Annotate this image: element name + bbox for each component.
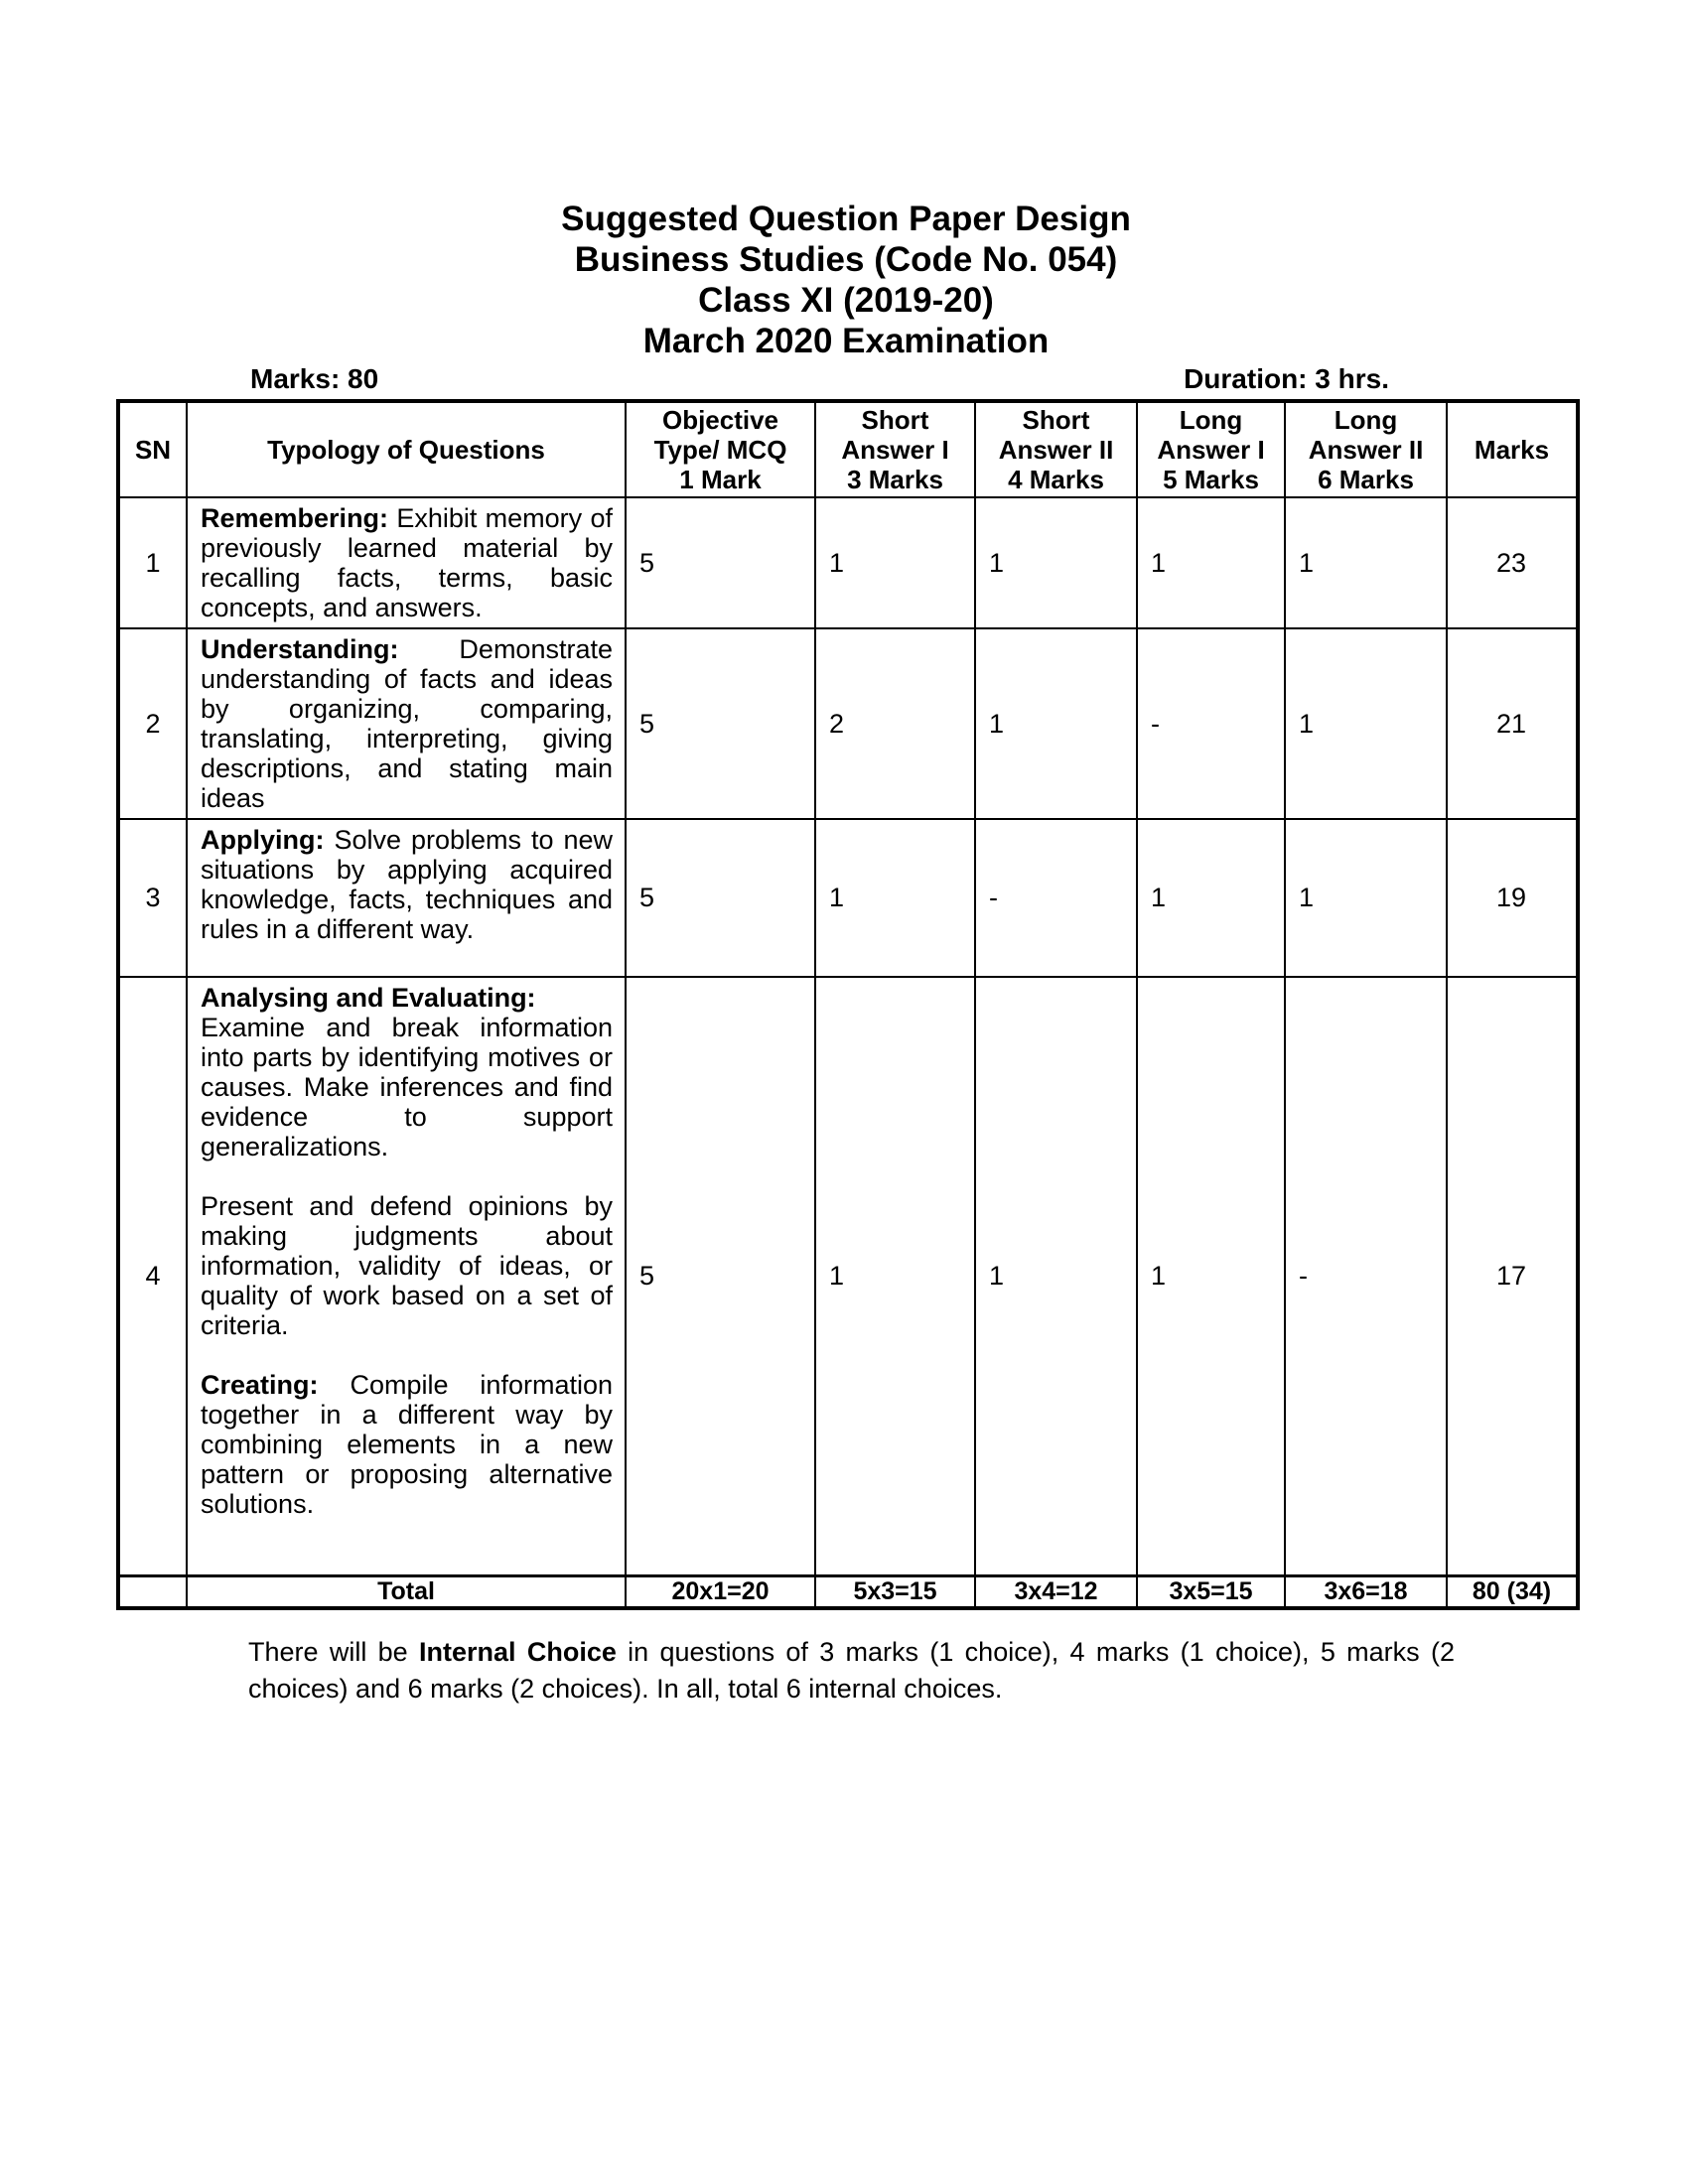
- header-long-answer-1: Long Answer I 5 Marks: [1136, 400, 1286, 498]
- row-1-sn-cell: 1: [117, 496, 188, 629]
- title-line-1: Suggested Question Paper Design: [561, 200, 1131, 238]
- row-4-typology-cell: Analysing and Evaluating: Examine and bre…: [186, 976, 627, 1576]
- header-marks: Marks: [1446, 400, 1579, 498]
- table-row-analysing-evaluating-creating: 4 Analysing and Evaluating: Examine and b…: [117, 976, 1579, 1576]
- total-long-answer-1: 3x5=15: [1136, 1573, 1286, 1609]
- row-4-sn-cell: 4: [117, 976, 188, 1576]
- row-4-value-long-answer-2: -: [1284, 976, 1448, 1576]
- row-4-typology-lead-3: Creating:: [201, 1370, 319, 1400]
- row-4-value-short-answer-2: 1: [974, 976, 1138, 1576]
- row-4-typology-text-3: Compile information together in a differ…: [201, 1370, 613, 1519]
- row-1-typology-cell: Remembering: Exhibit memory of previousl…: [186, 496, 627, 629]
- row-3-value-short-answer-1: 1: [814, 818, 976, 978]
- row-1-value-short-answer-1: 1: [814, 496, 976, 629]
- row-2-typology-text: Demonstrate understanding of facts and i…: [201, 634, 613, 813]
- row-1-value-marks: 23: [1446, 496, 1579, 629]
- note-prefix: There will be: [248, 1636, 419, 1667]
- row-2-value-short-answer-1: 2: [814, 627, 976, 820]
- row-3-value-objective: 5: [625, 818, 816, 978]
- total-label-cell: Total: [186, 1573, 627, 1609]
- internal-choice-note: There will be Internal Choice in questio…: [248, 1634, 1455, 1707]
- row-3-typology-cell: Applying: Solve problems to new situatio…: [186, 818, 627, 978]
- row-2-value-marks: 21: [1446, 627, 1579, 820]
- total-long-answer-2: 3x6=18: [1284, 1573, 1448, 1609]
- row-1-typology-text: Exhibit memory of previously learned mat…: [201, 503, 613, 622]
- header-typology: Typology of Questions: [186, 400, 627, 498]
- row-2-value-short-answer-2: 1: [974, 627, 1138, 820]
- header-sn: SN: [117, 400, 188, 498]
- row-1-value-short-answer-2: 1: [974, 496, 1138, 629]
- row-4-value-objective: 5: [625, 976, 816, 1576]
- note-bold-internal-choice: Internal Choice: [419, 1636, 617, 1667]
- row-2-value-objective: 5: [625, 627, 816, 820]
- meta-row: Marks: 80 Duration: 3 hrs.: [116, 363, 1576, 395]
- row-2-sn-cell: 2: [117, 627, 188, 820]
- title-line-4: March 2020 Examination: [642, 322, 1050, 360]
- row-4-typology-text-1: Examine and break information into parts…: [201, 1013, 613, 1161]
- row-2-value-long-answer-2: 1: [1284, 627, 1448, 820]
- table-row-understanding: 2 Understanding: Demonstrate understandi…: [117, 627, 1579, 820]
- total-row: Total 20x1=20 5x3=15 3x4=12 3x5=15 3x6=1…: [117, 1573, 1579, 1609]
- row-4-typology-lead-1: Analysing and Evaluating:: [201, 983, 536, 1013]
- header-short-answer-2: Short Answer II 4 Marks: [974, 400, 1138, 498]
- total-marks-label: Marks: 80: [250, 363, 379, 394]
- question-paper-design-table: SN Typology of Questions Objective Type/…: [116, 399, 1580, 1610]
- total-sn-empty-cell: [117, 1573, 188, 1609]
- row-2-value-long-answer-1: -: [1136, 627, 1286, 820]
- row-4-value-marks: 17: [1446, 976, 1579, 1576]
- row-1-value-objective: 5: [625, 496, 816, 629]
- total-short-answer-1: 5x3=15: [814, 1573, 976, 1609]
- duration-label: Duration: 3 hrs.: [1184, 363, 1389, 394]
- header-row: SN Typology of Questions Objective Type/…: [117, 400, 1579, 498]
- total-short-answer-2: 3x4=12: [974, 1573, 1138, 1609]
- row-3-value-long-answer-2: 1: [1284, 818, 1448, 978]
- row-3-value-long-answer-1: 1: [1136, 818, 1286, 978]
- note-suffix: in questions of 3 marks (1 choice), 4 ma…: [248, 1636, 1455, 1704]
- row-3-typology-text: Solve problems to new situations by appl…: [201, 825, 613, 944]
- header-short-answer-1: Short Answer I 3 Marks: [814, 400, 976, 498]
- total-objective: 20x1=20: [625, 1573, 816, 1609]
- row-2-typology-lead: Understanding:: [201, 634, 399, 664]
- document-title-block: Suggested Question Paper Design Business…: [116, 199, 1576, 361]
- header-long-answer-2: Long Answer II 6 Marks: [1284, 400, 1448, 498]
- title-line-3: Class XI (2019-20): [698, 281, 994, 320]
- table-row-remembering: 1 Remembering: Exhibit memory of previou…: [117, 496, 1579, 629]
- title-line-2: Business Studies (Code No. 054): [574, 240, 1118, 279]
- row-3-value-marks: 19: [1446, 818, 1579, 978]
- row-1-typology-lead: Remembering:: [201, 503, 389, 533]
- header-objective-mcq: Objective Type/ MCQ 1 Mark: [625, 400, 816, 498]
- table-row-applying: 3 Applying: Solve problems to new situat…: [117, 818, 1579, 978]
- row-4-typology-text-2: Present and defend opinions by making ju…: [201, 1191, 613, 1340]
- row-4-value-short-answer-1: 1: [814, 976, 976, 1576]
- row-3-typology-lead: Applying:: [201, 825, 325, 855]
- row-3-sn-cell: 3: [117, 818, 188, 978]
- row-4-value-long-answer-1: 1: [1136, 976, 1286, 1576]
- row-3-value-short-answer-2: -: [974, 818, 1138, 978]
- document-page: Suggested Question Paper Design Business…: [116, 0, 1580, 1707]
- row-2-typology-cell: Understanding: Demonstrate understanding…: [186, 627, 627, 820]
- total-marks: 80 (34): [1446, 1573, 1579, 1609]
- row-1-value-long-answer-1: 1: [1136, 496, 1286, 629]
- row-1-value-long-answer-2: 1: [1284, 496, 1448, 629]
